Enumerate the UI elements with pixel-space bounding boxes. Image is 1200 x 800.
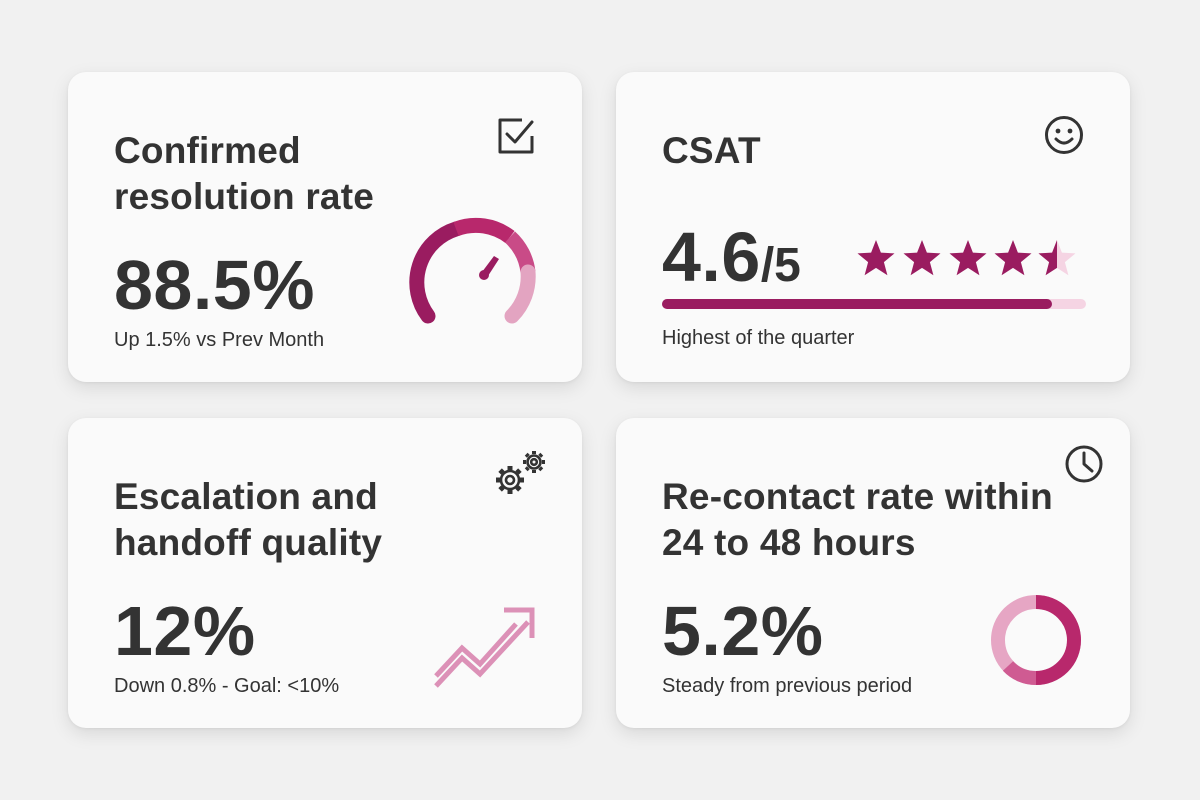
kpi-subtitle: Highest of the quarter xyxy=(662,327,855,349)
kpi-value: 12% xyxy=(114,592,256,670)
kpi-value: 5.2% xyxy=(662,592,824,670)
kpi-value-main: 4.6 xyxy=(662,218,761,296)
checkbox-icon xyxy=(496,116,536,156)
kpi-card-escalation-quality: Escalation and handoff quality 12% Down … xyxy=(68,418,582,728)
csat-progress-fill xyxy=(662,299,1052,309)
clock-icon xyxy=(1062,442,1106,486)
kpi-card-recontact-rate: Re-contact rate within 24 to 48 hours 5.… xyxy=(616,418,1130,728)
donut-ring xyxy=(986,590,1086,690)
trend-up-arrow xyxy=(432,602,538,688)
card-title: Confirmed resolution rate xyxy=(114,130,374,217)
star-2 xyxy=(903,240,941,276)
star-4 xyxy=(994,240,1032,276)
star-1 xyxy=(857,240,895,276)
star-5-fill xyxy=(1038,240,1057,276)
star-rating xyxy=(856,238,1088,282)
csat-progress-bar xyxy=(662,298,1086,310)
star-3 xyxy=(949,240,987,276)
gears-icon xyxy=(488,448,552,502)
kpi-subtitle: Steady from previous period xyxy=(662,675,913,697)
card-title: CSAT xyxy=(662,130,761,171)
card-title: Re-contact rate within 24 to 48 hours xyxy=(662,476,1053,563)
card-title: Escalation and handoff quality xyxy=(114,476,383,563)
kpi-subtitle: Down 0.8% - Goal: <10% xyxy=(114,675,340,697)
kpi-value: 88.5% xyxy=(114,246,315,324)
kpi-card-resolution-rate: Confirmed resolution rate 88.5% Up 1.5% … xyxy=(68,72,582,382)
kpi-value-denominator: /5 xyxy=(760,239,801,292)
smiley-icon xyxy=(1043,114,1085,156)
kpi-value: 4.6/5 xyxy=(662,222,801,301)
kpi-subtitle: Up 1.5% vs Prev Month xyxy=(114,329,325,351)
kpi-card-csat: CSAT 4.6/5 Highest of the quarter xyxy=(616,72,1130,382)
gauge-chart xyxy=(406,212,546,332)
